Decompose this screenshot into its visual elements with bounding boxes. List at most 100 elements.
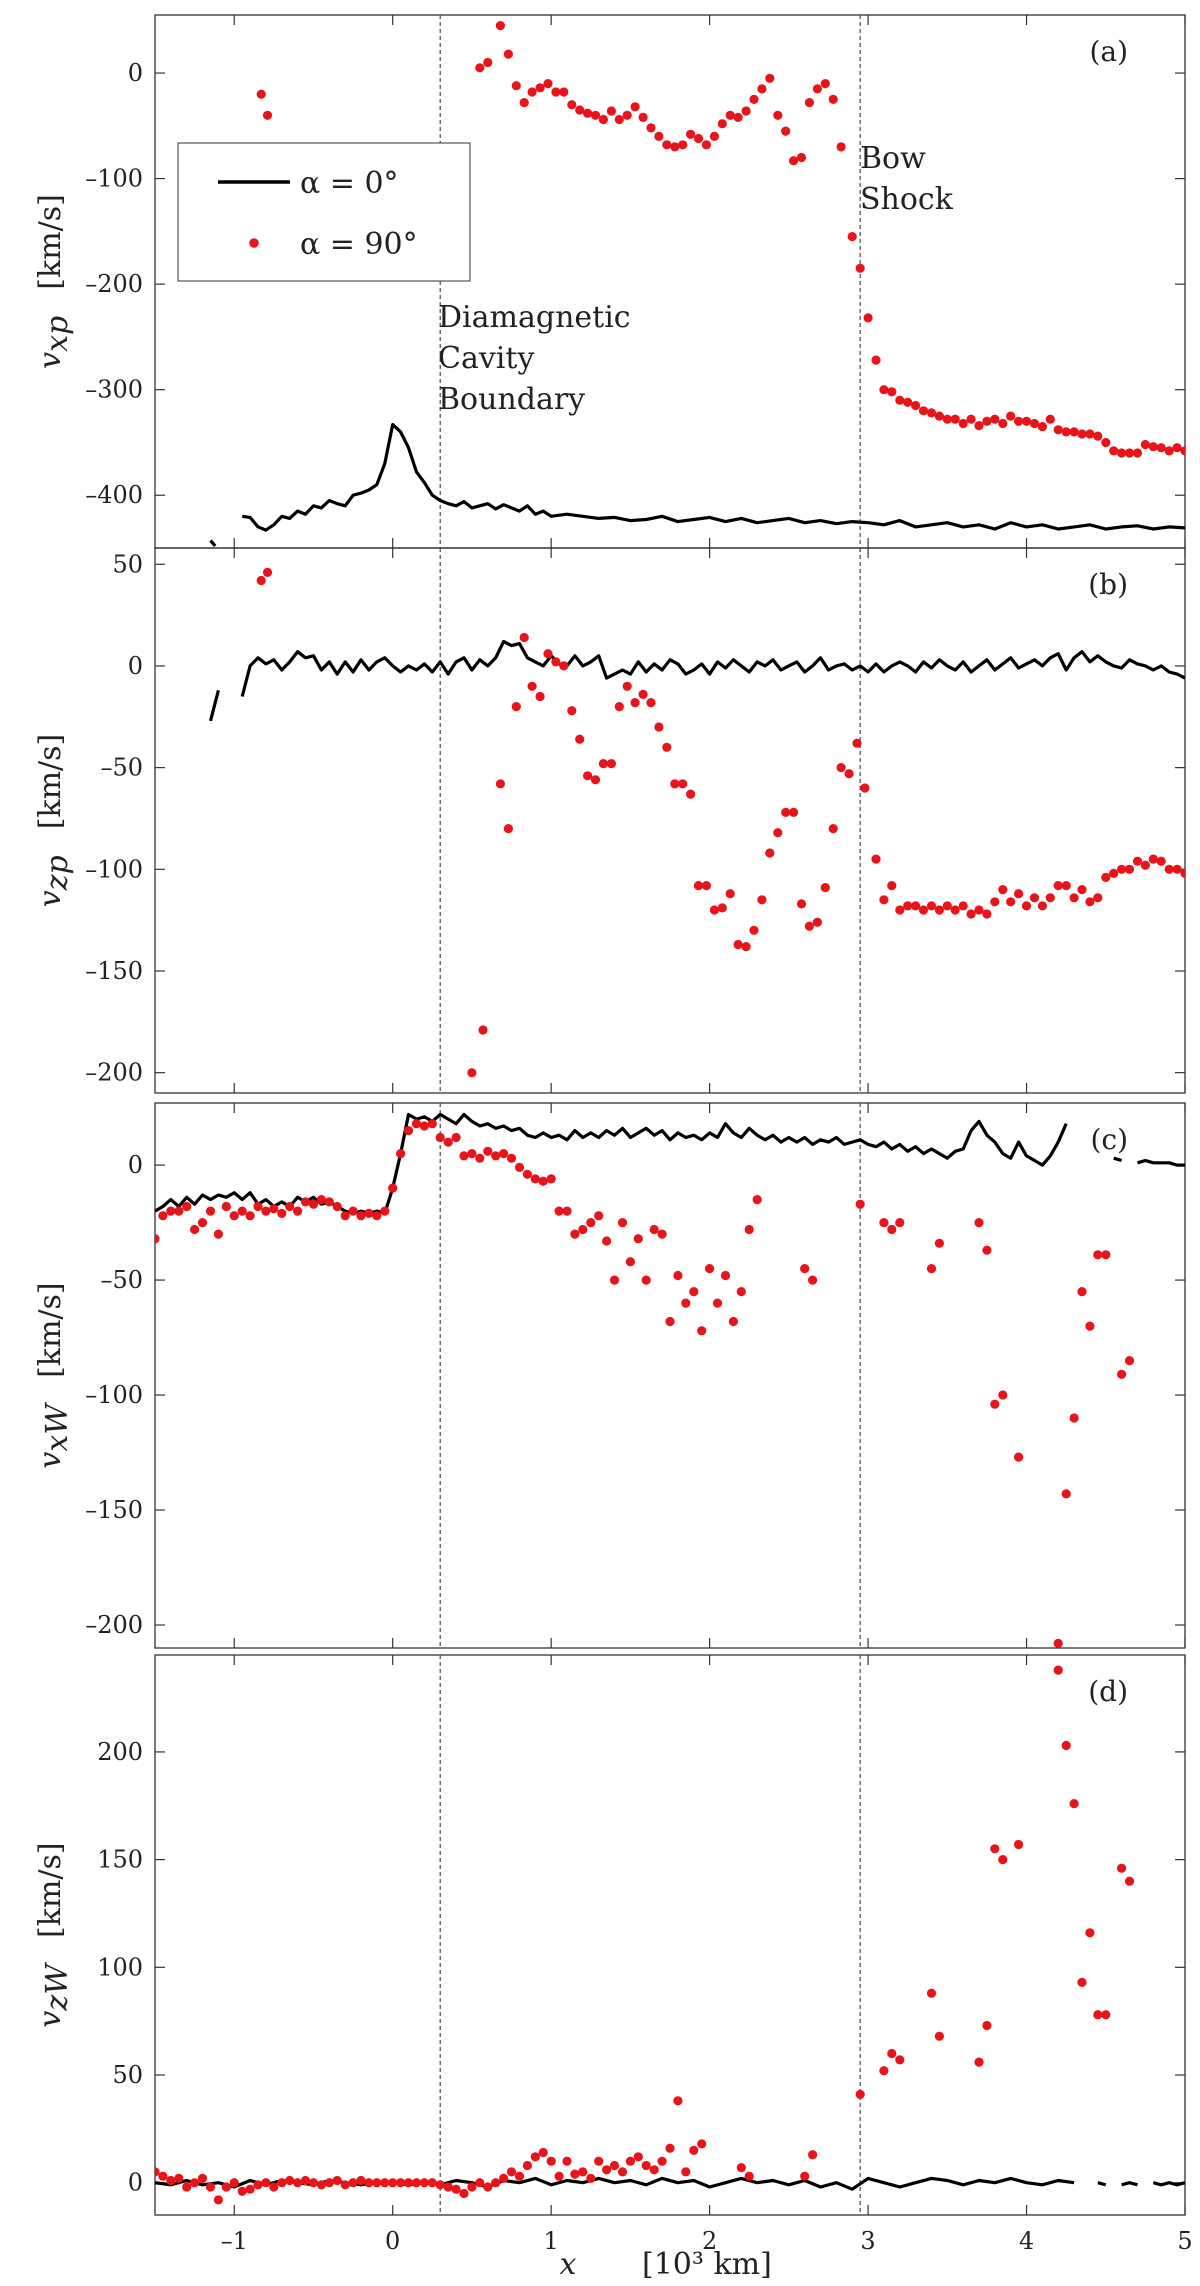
y-tick-label: 0 [128, 652, 143, 680]
data-point-alpha-90 [586, 1218, 596, 1228]
series-line-alpha-0 [1121, 2181, 1138, 2187]
y-axis-label: vzW[km/s] [33, 1842, 75, 2027]
data-point-alpha-90 [535, 83, 545, 93]
data-point-alpha-90 [1124, 448, 1135, 458]
data-point-alpha-90 [506, 1153, 517, 1163]
data-point-alpha-90 [522, 1169, 533, 1179]
x-tick-label: –1 [221, 2227, 248, 2255]
data-point-alpha-90 [559, 87, 569, 97]
data-point-alpha-90 [918, 406, 929, 416]
x-tick-label: 3 [860, 2227, 875, 2255]
data-point-alpha-90 [308, 2178, 319, 2188]
data-point-alpha-90 [324, 2178, 334, 2188]
y-tick-label: –200 [85, 270, 143, 298]
data-point-alpha-90 [1006, 897, 1016, 907]
data-point-alpha-90 [535, 691, 545, 702]
data-point-alpha-90 [475, 63, 485, 73]
data-point-alpha-90 [1077, 429, 1087, 439]
data-point-alpha-90 [1117, 1863, 1127, 1873]
data-point-alpha-90 [736, 1287, 746, 1297]
data-point-alpha-90 [911, 400, 921, 411]
y-tick-label: –100 [85, 165, 143, 193]
data-point-alpha-90 [942, 414, 952, 424]
data-point-alpha-90 [697, 1326, 707, 1336]
data-point-alpha-90 [982, 416, 992, 426]
x-axis-unit: [10³ km] [642, 2247, 772, 2282]
data-point-alpha-90 [419, 2178, 429, 2188]
data-point-alpha-90 [197, 2173, 208, 2183]
data-point-alpha-90 [435, 2180, 445, 2190]
data-point-alpha-90 [551, 657, 561, 667]
data-point-alpha-90 [538, 1176, 548, 1186]
data-point-alpha-90 [622, 110, 632, 120]
data-point-alpha-90 [820, 883, 830, 893]
data-point-alpha-90 [895, 1218, 905, 1228]
data-point-alpha-90 [256, 89, 266, 99]
data-point-alpha-90 [269, 1204, 279, 1214]
plot-frame [154, 1654, 1186, 2216]
data-point-alpha-90 [364, 1208, 374, 1218]
data-point-alpha-90 [982, 909, 992, 919]
data-point-alpha-90 [998, 418, 1008, 429]
data-point-alpha-90 [934, 411, 945, 421]
data-point-alpha-90 [499, 1149, 509, 1159]
data-point-alpha-90 [789, 156, 799, 166]
data-point-alpha-90 [689, 2145, 699, 2155]
data-point-alpha-90 [277, 2178, 287, 2188]
data-point-alpha-90 [419, 1121, 429, 1131]
data-point-alpha-90 [332, 1201, 342, 1212]
data-point-alpha-90 [459, 2188, 469, 2199]
x-tick-label: 4 [1019, 2227, 1034, 2255]
data-point-alpha-90 [213, 1229, 223, 1239]
data-point-alpha-90 [641, 1275, 651, 1285]
data-point-alpha-90 [174, 2173, 184, 2183]
data-point-alpha-90 [602, 2165, 612, 2175]
data-point-alpha-90 [435, 1132, 445, 1143]
data-point-alpha-90 [990, 897, 1000, 907]
data-point-alpha-90 [245, 2184, 255, 2194]
data-point-alpha-90 [356, 1211, 366, 1221]
data-point-alpha-90 [1093, 431, 1103, 441]
data-point-alpha-90 [190, 1224, 200, 1235]
data-point-alpha-90 [665, 1316, 675, 1327]
data-point-alpha-90 [182, 1201, 192, 1212]
data-point-alpha-90 [1045, 414, 1055, 424]
data-point-alpha-90 [495, 21, 505, 31]
data-point-alpha-90 [527, 681, 537, 691]
data-point-alpha-90 [998, 1390, 1008, 1400]
data-point-alpha-90 [261, 1206, 271, 1216]
data-point-alpha-90 [583, 108, 593, 118]
data-point-alpha-90 [1124, 864, 1135, 874]
y-tick-label: –300 [85, 376, 143, 404]
data-point-alpha-90 [982, 1245, 992, 1255]
legend-box [177, 142, 471, 282]
data-point-alpha-90 [155, 1234, 160, 1244]
data-point-alpha-90 [926, 901, 937, 911]
legend-dot-label: α = 90° [300, 227, 418, 262]
data-point-alpha-90 [990, 1844, 1000, 1854]
data-point-alpha-90 [602, 1236, 612, 1246]
data-point-alpha-90 [1109, 446, 1119, 456]
data-point-alpha-90 [340, 2180, 350, 2190]
data-point-alpha-90 [1180, 446, 1185, 456]
data-point-alpha-90 [1117, 864, 1127, 874]
data-point-alpha-90 [1061, 1489, 1071, 1499]
data-point-alpha-90 [1101, 872, 1111, 883]
data-point-alpha-90 [934, 2031, 945, 2041]
data-point-alpha-90 [887, 2048, 897, 2059]
data-point-alpha-90 [483, 1146, 493, 1156]
data-point-alpha-90 [285, 1201, 295, 1212]
x-tick-label: 5 [1177, 2227, 1192, 2255]
data-point-alpha-90 [693, 881, 704, 891]
data-point-alpha-90 [1101, 437, 1111, 448]
data-point-alpha-90 [205, 2182, 216, 2192]
data-point-alpha-90 [863, 313, 873, 323]
bow-shock-annotation: Bow Shock [860, 141, 954, 217]
y-tick-label: –200 [85, 1059, 143, 1087]
data-point-alpha-90 [1014, 889, 1024, 899]
data-point-alpha-90 [733, 112, 743, 122]
data-point-alpha-90 [1085, 429, 1095, 439]
data-point-alpha-90 [1069, 1413, 1079, 1423]
series-line-alpha-0 [155, 1112, 1068, 1215]
panel-label: (b) [1088, 568, 1128, 601]
